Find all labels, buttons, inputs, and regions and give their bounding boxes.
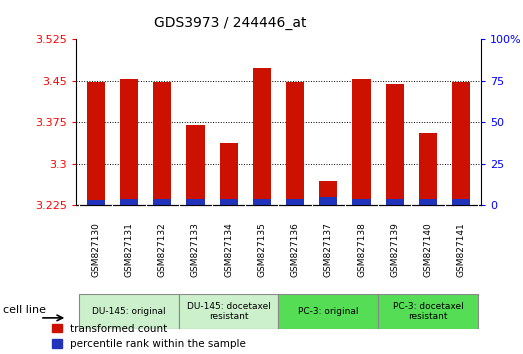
Legend: transformed count, percentile rank within the sample: transformed count, percentile rank withi… [52,324,246,349]
Text: GSM827130: GSM827130 [92,222,100,277]
Text: DU-145: original: DU-145: original [92,307,166,316]
Bar [319,197,337,205]
Bar [186,200,204,205]
Bar [385,199,404,205]
Bar [179,294,279,329]
Text: PC-3: docetaxel
resistant: PC-3: docetaxel resistant [393,302,463,321]
Bar [186,125,204,205]
Bar [419,199,437,205]
Bar [286,200,304,205]
Text: GSM827139: GSM827139 [390,222,399,277]
Text: cell line: cell line [3,305,46,315]
Bar [253,199,271,205]
Bar [120,199,138,205]
Bar [452,199,470,205]
Bar [120,79,138,205]
Text: GSM827135: GSM827135 [257,222,266,277]
Bar [79,294,179,329]
Bar [153,82,172,205]
Text: GSM827141: GSM827141 [457,222,465,277]
Text: PC-3: original: PC-3: original [298,307,359,316]
Text: GSM827140: GSM827140 [424,222,433,277]
Text: GSM827137: GSM827137 [324,222,333,277]
Text: GSM827136: GSM827136 [291,222,300,277]
Text: GSM827131: GSM827131 [124,222,133,277]
Bar [286,82,304,205]
Text: GDS3973 / 244446_at: GDS3973 / 244446_at [154,16,306,30]
Bar [220,143,238,205]
Bar [279,294,378,329]
Bar [319,182,337,205]
Bar [378,294,478,329]
Bar [253,68,271,205]
Text: GSM827132: GSM827132 [158,222,167,277]
Text: GSM827138: GSM827138 [357,222,366,277]
Bar [153,200,172,205]
Bar [452,82,470,205]
Bar [87,200,105,205]
Text: GSM827133: GSM827133 [191,222,200,277]
Bar [353,79,371,205]
Bar [353,199,371,205]
Bar [220,199,238,205]
Bar [87,82,105,205]
Bar [385,84,404,205]
Bar [419,133,437,205]
Text: GSM827134: GSM827134 [224,222,233,277]
Text: DU-145: docetaxel
resistant: DU-145: docetaxel resistant [187,302,270,321]
